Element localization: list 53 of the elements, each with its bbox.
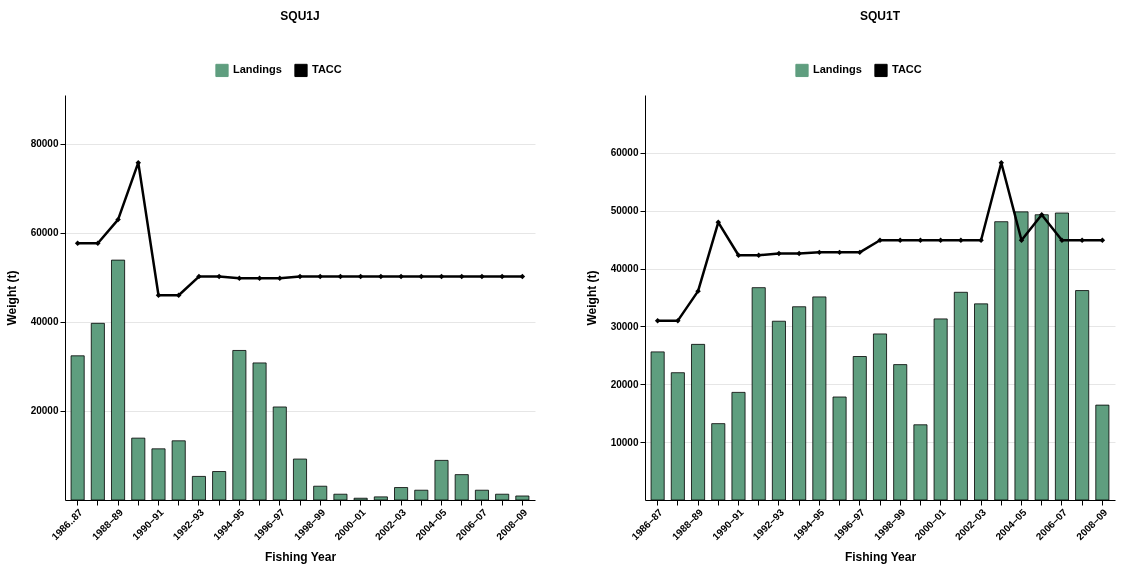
point (378, 273, 384, 280)
point (317, 273, 323, 280)
y-tick-label: 60000 (610, 147, 639, 159)
chart-title: SQU1T (859, 9, 901, 23)
point (917, 237, 924, 243)
point (1079, 237, 1085, 243)
y-tick-label: 60000 (30, 227, 59, 239)
y-tick-label: 20000 (610, 378, 639, 390)
y-tick-label: 40000 (610, 263, 639, 275)
y-axis-title: Weight (t) (584, 270, 599, 326)
point (479, 273, 485, 280)
point (135, 159, 142, 166)
point (755, 252, 762, 258)
point (776, 250, 782, 257)
point (897, 237, 903, 243)
point (216, 273, 222, 280)
point (236, 275, 243, 282)
point (95, 240, 101, 246)
point (796, 250, 802, 257)
point (196, 273, 202, 280)
point (654, 317, 661, 324)
point (398, 273, 404, 280)
point (1099, 237, 1106, 243)
point (1038, 212, 1045, 218)
point (499, 273, 505, 280)
point (74, 240, 81, 246)
y-tick-label: 80000 (30, 138, 59, 150)
y-axis-title: Weight (t) (4, 270, 19, 326)
point (115, 216, 121, 223)
point (958, 237, 964, 243)
point (1059, 237, 1065, 243)
legend-label: Landings (813, 63, 862, 76)
y-tick-label: 20000 (30, 405, 59, 417)
point (937, 237, 944, 243)
point (675, 317, 681, 324)
chart-title: SQU1J (280, 9, 320, 23)
legend-label: TACC (892, 63, 922, 76)
y-tick-label: 10000 (610, 436, 639, 448)
x-axis-title: Fishing Year (844, 550, 917, 565)
point (978, 237, 984, 243)
point (816, 249, 823, 256)
point (277, 275, 283, 282)
y-tick-label: 30000 (610, 320, 639, 332)
legend-label: TACC (312, 63, 342, 76)
point (297, 273, 303, 280)
point (175, 292, 182, 299)
x-axis-title: Fishing Year (264, 550, 337, 565)
legend-label: Landings (233, 63, 282, 76)
y-tick-label: 50000 (610, 205, 639, 217)
point (458, 273, 465, 280)
point (857, 249, 863, 256)
point (418, 273, 425, 280)
y-tick-label: 40000 (30, 316, 59, 328)
